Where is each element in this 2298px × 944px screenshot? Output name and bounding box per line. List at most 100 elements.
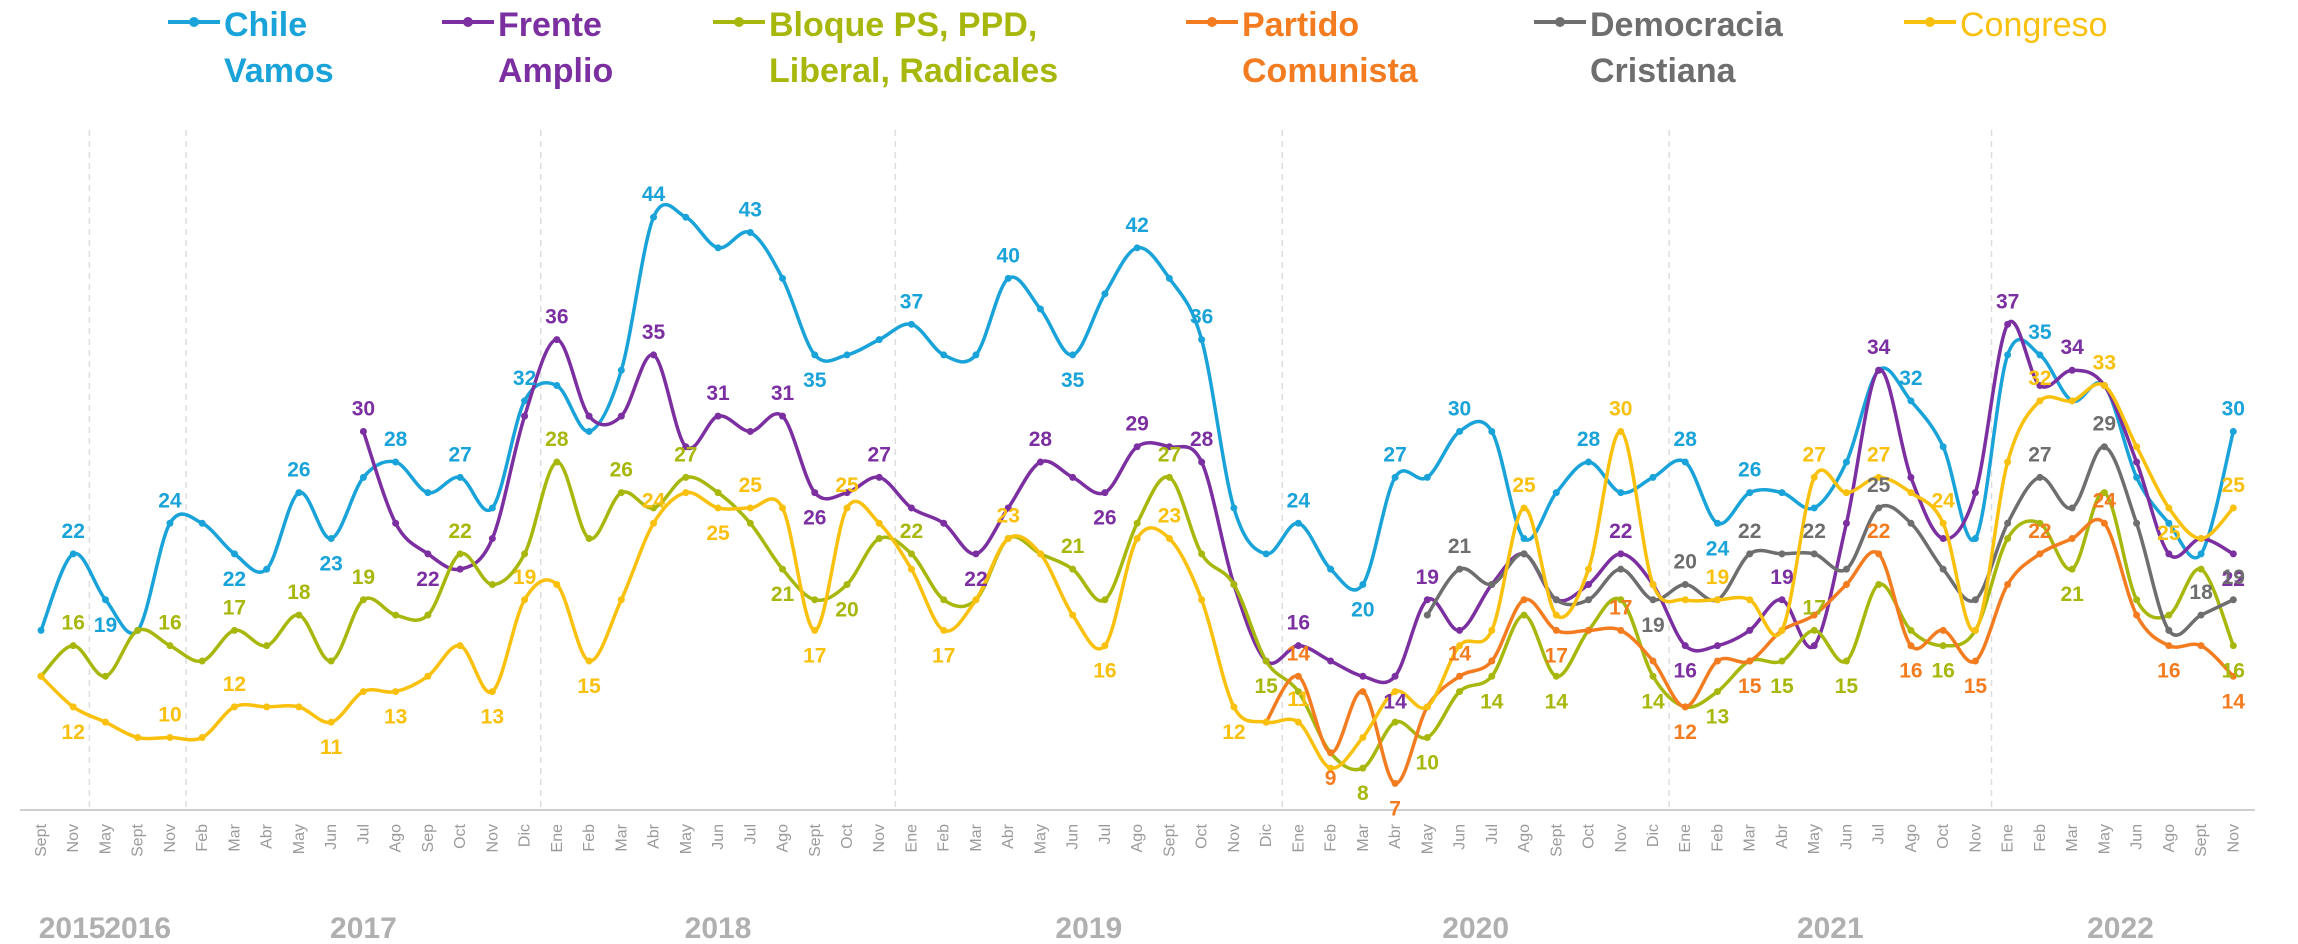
data-point: [1907, 397, 1915, 405]
legend-dot: [1925, 17, 1935, 27]
data-point: [1101, 290, 1109, 298]
data-point: [1971, 489, 1979, 497]
data-point: [1488, 427, 1496, 435]
data-point: [714, 489, 722, 497]
data-point: [2036, 550, 2044, 558]
data-point: [198, 519, 206, 527]
data-point: [230, 550, 238, 558]
data-point: [972, 351, 980, 359]
data-point: [2068, 504, 2076, 512]
data-label: 16: [1287, 612, 1310, 635]
data-label: 28: [384, 428, 408, 451]
data-point: [1294, 642, 1302, 650]
data-label: 25: [706, 522, 730, 545]
data-label: 17: [803, 644, 826, 667]
data-label: 30: [2222, 397, 2245, 420]
data-point: [617, 412, 625, 420]
x-tick-label: Dic: [1645, 824, 1662, 847]
legend-dot: [1555, 17, 1565, 27]
data-point: [1456, 688, 1464, 696]
data-point: [1359, 688, 1367, 696]
data-label: 15: [1835, 675, 1859, 698]
data-point: [1971, 626, 1979, 634]
data-point: [2133, 443, 2141, 451]
data-label: 19: [513, 566, 536, 589]
x-tick-label: Mar: [1355, 823, 1372, 851]
year-label: 2021: [1797, 912, 1864, 944]
x-tick-label: Nov: [162, 824, 179, 852]
legend-dot: [189, 17, 199, 27]
data-point: [37, 672, 45, 680]
legend-label: Bloque PS, PPD, Liberal, Radicales: [769, 6, 1059, 90]
data-label: 17: [1803, 596, 1826, 619]
data-label: 13: [384, 706, 407, 729]
data-point: [650, 519, 658, 527]
data-label: 27: [448, 443, 471, 466]
legend-dot: [1207, 17, 1217, 27]
data-point: [1649, 580, 1657, 588]
data-label: 26: [610, 459, 633, 482]
data-label: 29: [2093, 413, 2116, 436]
data-point: [1488, 580, 1496, 588]
x-tick-label: Ago: [2161, 824, 2178, 853]
data-point: [521, 596, 529, 604]
x-tick-label: Dic: [517, 824, 534, 847]
data-point: [1713, 596, 1721, 604]
data-label: 30: [1609, 397, 1632, 420]
data-point: [230, 703, 238, 711]
data-point: [1810, 626, 1818, 634]
data-point: [907, 565, 915, 573]
x-tick-label: Jul: [1871, 824, 1888, 844]
data-label: 31: [771, 382, 795, 405]
data-point: [940, 596, 948, 604]
series-line: [39, 202, 2236, 635]
data-label: 21: [1448, 535, 1472, 558]
x-tick-label: Ago: [1516, 824, 1533, 853]
data-point: [521, 550, 529, 558]
data-point: [1036, 305, 1044, 313]
data-point: [1649, 657, 1657, 665]
x-tick-label: Mar: [968, 823, 985, 851]
data-point: [1230, 703, 1238, 711]
x-tick-label: Ago: [1129, 824, 1146, 853]
data-point: [1488, 672, 1496, 680]
legend-label: Democracia Cristiana: [1590, 6, 1783, 90]
data-point: [2036, 382, 2044, 390]
data-label: 16: [1899, 660, 1922, 683]
data-point: [1004, 504, 1012, 512]
data-point: [1456, 565, 1464, 573]
data-point: [779, 504, 787, 512]
data-label: 43: [739, 199, 762, 222]
data-label: 27: [2028, 443, 2051, 466]
data-label: 28: [1190, 428, 1214, 451]
data-point: [875, 473, 883, 481]
data-label: 13: [1706, 706, 1729, 729]
data-label: 22: [1867, 520, 1890, 543]
data-point: [1488, 626, 1496, 634]
data-label: 17: [932, 644, 955, 667]
data-label: 15: [1770, 675, 1794, 698]
data-point: [2036, 473, 2044, 481]
data-point: [1585, 580, 1593, 588]
data-label: 30: [352, 397, 375, 420]
data-point: [1423, 703, 1431, 711]
data-label: 22: [62, 520, 85, 543]
data-point: [295, 703, 303, 711]
data-label: 11: [320, 736, 343, 759]
data-point: [1101, 489, 1109, 497]
x-tick-label: May: [291, 824, 308, 854]
x-tick-label: Nov: [2225, 824, 2242, 852]
data-point: [101, 718, 109, 726]
data-label: 24: [158, 489, 182, 512]
data-label: 9: [1325, 767, 1337, 790]
legend-label: Chile Vamos: [224, 6, 334, 90]
x-tick-label: Jun: [1452, 824, 1469, 850]
data-point: [2165, 504, 2173, 512]
x-tick-label: Abr: [259, 823, 276, 849]
data-point: [875, 535, 883, 543]
x-tick-label: Oct: [1935, 823, 1952, 848]
data-point: [1262, 718, 1270, 726]
data-label: 20: [835, 598, 858, 621]
data-label: 35: [2028, 321, 2052, 344]
data-label: 27: [1383, 443, 1406, 466]
